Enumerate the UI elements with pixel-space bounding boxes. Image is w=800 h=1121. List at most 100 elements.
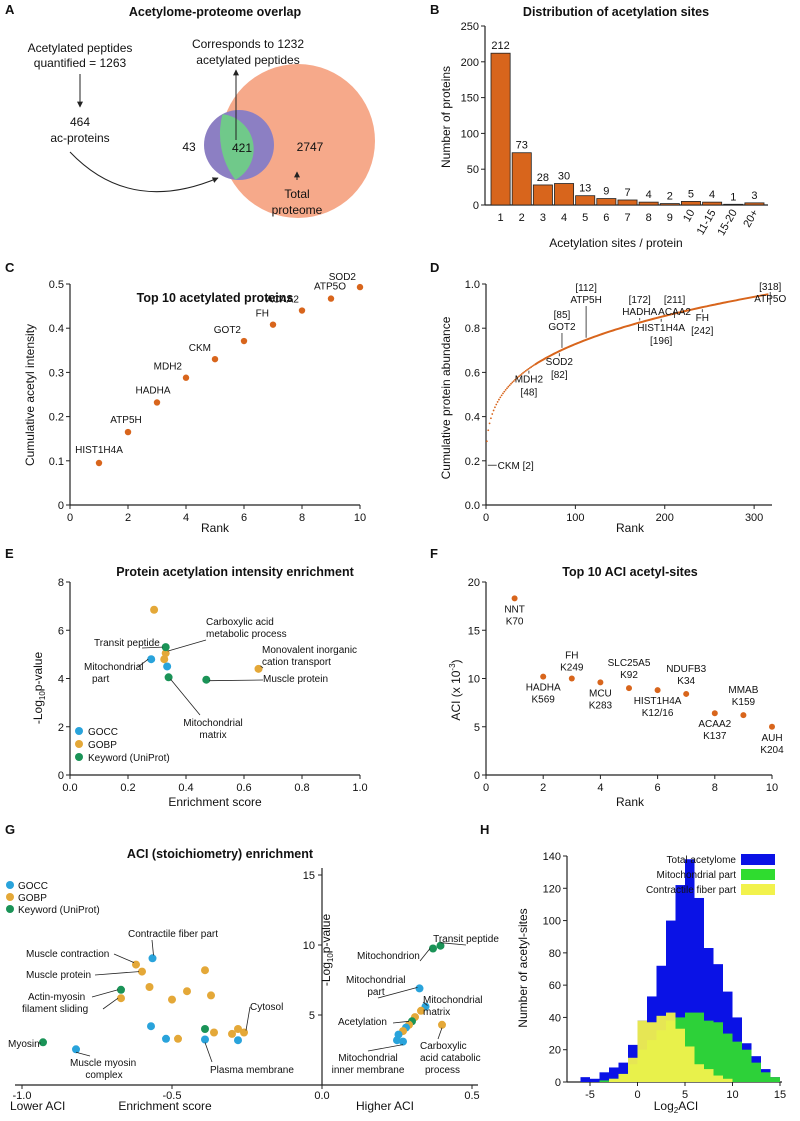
panel-h-bar-total — [609, 1067, 619, 1082]
panel-e-point — [163, 662, 172, 671]
panel-g-point — [393, 1036, 401, 1045]
panel-b-xtick-label: 3 — [540, 212, 546, 224]
panel-b-bar — [680, 201, 701, 206]
panel-e-point-label: Monovalent inorganic — [262, 645, 357, 656]
panel-d-annotation-name: HIST1H4A — [637, 323, 685, 334]
panel-h-bar-mito — [751, 1062, 761, 1082]
panel-label-d: D — [430, 260, 439, 275]
panel-g-ytick-label: 15 — [303, 870, 315, 882]
panel-g-point-label: inner membrane — [332, 1065, 405, 1076]
panel-e-legend-marker — [75, 753, 83, 761]
panel-h-xlabel: Log2ACI — [654, 1099, 699, 1115]
panel-c: C Top 10 acetylated proteins 00.10.20.30… — [5, 260, 366, 535]
panel-label-a: A — [5, 2, 15, 17]
panel-c-point — [269, 321, 277, 328]
panel-g-point — [72, 1045, 80, 1054]
panel-b-bar — [659, 203, 680, 206]
panel-d-curve-dot — [506, 387, 508, 390]
panel-d-curve-dot — [522, 372, 524, 374]
lower-aci-label: Lower ACI — [10, 1099, 65, 1113]
panel-d-curve-dot — [510, 382, 512, 385]
panel-h-bar-contractile — [628, 1057, 638, 1082]
panel-g-point — [417, 1006, 425, 1015]
panel-h-plot: 0 20 40 60 80 100 120 140 -5 0 5 10 15 Total acetylom… — [543, 851, 786, 1101]
panel-d-curve-dot — [531, 365, 534, 368]
panel-f-ytick-label: 0 — [474, 770, 480, 782]
panel-f-xtick-label: 6 — [655, 782, 661, 794]
panel-g-xtick-label: -1.0 — [13, 1090, 32, 1102]
panel-b-bar — [744, 202, 765, 206]
panel-d-curve-dot — [499, 396, 502, 399]
panel-b-bar-value: 2 — [667, 191, 673, 203]
panel-c-ytick-label: 0.2 — [49, 412, 64, 424]
panel-c-point-label: HADHA — [135, 385, 170, 396]
panel-h-bar-contractile — [685, 1046, 695, 1082]
panel-d-curve-dot — [518, 375, 520, 378]
panel-c-point — [356, 283, 364, 291]
panel-c-point-label: ATP5O — [314, 282, 346, 293]
panel-g-point — [415, 984, 424, 993]
panel-g-point — [145, 983, 154, 991]
panel-f-point — [540, 673, 547, 680]
panel-g-leader — [377, 987, 418, 999]
panel-e-xtick-label: 0.2 — [120, 782, 135, 794]
panel-h-bar-contractile — [637, 1020, 647, 1082]
panel-b-ytick-label: 100 — [461, 128, 479, 140]
panel-h-bar-contractile — [713, 1075, 723, 1082]
proteins-text-2: ac-proteins — [50, 131, 109, 145]
panel-d-curve-dot — [528, 367, 531, 369]
panel-g-point-label: Acetylation — [338, 1017, 387, 1028]
panel-b-bar-value: 5 — [688, 188, 694, 200]
panel-g-point-label: Muscle protein — [26, 970, 91, 981]
panel-h-bar-contractile — [723, 1078, 733, 1082]
panel-g-point — [148, 954, 157, 963]
panel-e-legend-label: GOCC — [88, 727, 118, 738]
panel-b-bar-value: 30 — [558, 171, 570, 183]
panel-f-point-site: K204 — [760, 745, 784, 756]
panel-e-point-label: Carboxylic acid — [206, 617, 274, 628]
panel-g-title: ACI (stoichiometry) enrichment — [127, 847, 314, 861]
panel-d-curve-dot — [527, 368, 530, 370]
panel-g-point-label: Contractile fiber part — [128, 929, 218, 940]
panel-g-leader — [422, 1001, 428, 1006]
panel-e-point — [161, 643, 170, 652]
panel-g-point-label: acid catabolic — [420, 1053, 481, 1064]
panel-e-point — [147, 655, 156, 664]
panel-label-c: C — [5, 260, 15, 275]
panel-d-curve-dot — [520, 373, 523, 375]
panel-d-ytick-label: 1.0 — [465, 279, 480, 291]
panel-d-curve-dot — [514, 378, 516, 381]
panel-d-ytick-label: 0.8 — [465, 323, 480, 335]
panel-e-leader — [170, 679, 201, 716]
panel-e-xtick-label: 0.6 — [236, 782, 251, 794]
panel-e-ylabel: -Log10p-value — [31, 652, 47, 725]
panel-g-point-label: Actin-myosin — [28, 992, 85, 1003]
panel-c-xtick-label: 6 — [241, 512, 247, 524]
panel-d-curve-dot — [512, 380, 515, 382]
panel-h-bar-mito — [599, 1080, 609, 1082]
panel-h-bar-contractile — [618, 1073, 628, 1082]
panel-g-point-label: complex — [85, 1070, 122, 1081]
panel-g-legend-marker — [6, 905, 14, 913]
panel-g-leader — [245, 1006, 251, 1031]
panel-d-annotation-rank: [211] — [664, 295, 686, 306]
proteins-text-1: 464 — [70, 115, 90, 129]
peptides-text-2: quantified = 1263 — [34, 56, 127, 70]
panel-h-bar-total — [590, 1078, 600, 1082]
panel-d-xtick-label: 0 — [483, 512, 489, 524]
panel-h-bar-total — [580, 1077, 590, 1082]
panel-e-xtick-label: 0.0 — [62, 782, 77, 794]
panel-d-annotation-rank: [112] — [575, 283, 597, 294]
panel-e-xlabel: Enrichment score — [168, 795, 262, 809]
panel-g-point-label: matrix — [423, 1007, 450, 1018]
panel-d-annotation-rank: [82] — [551, 370, 568, 381]
panel-f-point — [597, 679, 604, 686]
panel-h-ytick-label: 40 — [549, 1012, 561, 1024]
panel-f-point-site: K137 — [703, 731, 727, 742]
panel-f-point-site: K569 — [532, 695, 556, 706]
panel-g-legend-label: GOCC — [18, 881, 48, 892]
panel-h-bar-contractile — [656, 1015, 666, 1082]
corr-text-1: Corresponds to 1232 — [192, 37, 304, 51]
panel-h-bar-total — [666, 920, 676, 1082]
